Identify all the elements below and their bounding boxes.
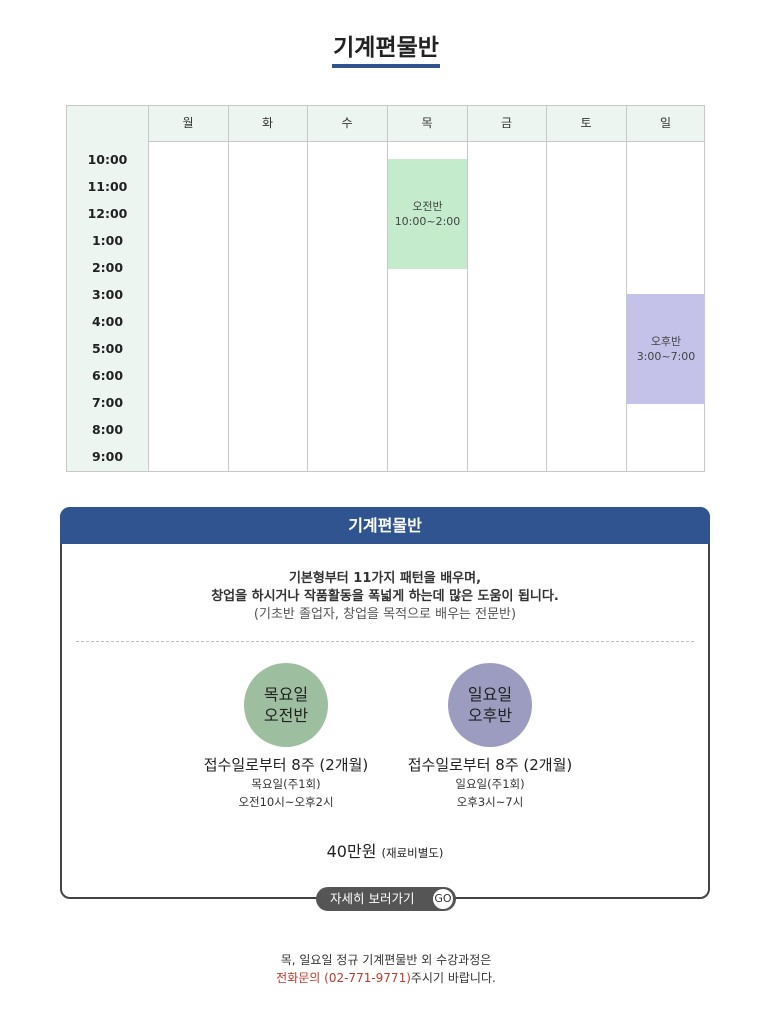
class-time: 10:00~2:00 — [394, 214, 461, 228]
column-line — [626, 106, 627, 471]
class-label: 오후반 — [650, 334, 682, 348]
class-label: 오전반 — [412, 199, 443, 213]
time-label: 12:00 — [87, 206, 128, 221]
time-label: 7:00 — [91, 395, 124, 410]
day-label: 목 — [421, 116, 433, 130]
time-label: 10:00 — [87, 152, 128, 167]
class-block: 오전반 10:00~2:00 — [388, 158, 467, 269]
badge-text: 목요일 — [263, 685, 309, 704]
timetable: 월 화 수 목 금 토 일 10:00 11:00 12:00 1:00 2:00 3:00 4:00 5:… — [66, 105, 705, 472]
column-line — [467, 106, 468, 471]
price: 40만원 — [326, 842, 377, 861]
time-label: 11:00 — [87, 179, 128, 194]
time-label: 6:00 — [91, 368, 124, 383]
price-row: 40만원 (재료비별도) — [60, 838, 710, 862]
description: 창업을 하시거나 작품활동을 폭넓게 하는데 많은 도움이 됩니다. — [211, 589, 559, 604]
duration: 접수일로부터 8주 (2개월) — [203, 756, 369, 774]
time-label: 4:00 — [91, 314, 124, 329]
button-icon: GO — [432, 888, 454, 910]
footer-text: 주시기 바랍니다. — [410, 971, 496, 985]
day-label: 화 — [261, 116, 274, 130]
button-label: 자세히 보러가기 — [330, 891, 415, 906]
time-label: 1:00 — [91, 233, 124, 248]
class-block: 오후반 3:00~7:00 — [627, 293, 705, 404]
time-label: 3:00 — [91, 287, 124, 302]
frequency: 일요일(주1회) — [455, 777, 525, 791]
day-label: 일 — [659, 116, 672, 130]
badge-text: 오후반 — [467, 706, 513, 725]
column-line — [148, 106, 149, 471]
title-underline — [332, 64, 440, 68]
hours: 오전10시~오후2시 — [238, 795, 334, 809]
detail-button[interactable]: 자세히 보러가기 GO — [316, 887, 456, 911]
badge: 목요일 오전반 — [244, 663, 328, 747]
duration: 접수일로부터 8주 (2개월) — [407, 756, 573, 774]
time-column — [67, 141, 148, 471]
day-label: 토 — [580, 116, 592, 130]
page-title: 기계편물반 — [333, 35, 439, 61]
price-note: (재료비별도) — [381, 846, 444, 860]
column-line — [387, 106, 388, 471]
footer-line: 목, 일요일 정규 기계편물반 외 수강과정은 — [280, 953, 492, 967]
header-row — [67, 106, 704, 142]
column-line — [546, 106, 547, 471]
hours: 오후3시~7시 — [456, 795, 524, 809]
day-label: 월 — [182, 116, 194, 130]
column-line — [228, 106, 229, 471]
badge-text: 오전반 — [263, 706, 309, 725]
phone: 전화문의 (02-771-9771) — [276, 971, 411, 985]
day-label: 금 — [500, 116, 513, 130]
badge: 일요일 오후반 — [448, 663, 532, 747]
divider — [76, 641, 694, 642]
description: (기초반 졸업자, 창업을 목적으로 배우는 전문반) — [253, 607, 517, 622]
day-label: 수 — [341, 116, 353, 130]
description: 기본형부터 11가지 패턴을 배우며, — [288, 571, 482, 586]
badge-text: 일요일 — [467, 685, 513, 704]
column-line — [307, 106, 308, 471]
time-label: 8:00 — [91, 422, 124, 437]
time-label: 2:00 — [91, 260, 124, 275]
time-label: 9:00 — [91, 449, 124, 464]
footer-line: 전화문의 (02-771-9771)주시기 바랍니다. — [0, 969, 772, 986]
time-label: 5:00 — [91, 341, 124, 356]
class-time: 3:00~7:00 — [636, 349, 696, 363]
frequency: 목요일(주1회) — [251, 777, 321, 791]
course-title: 기계편물반 — [60, 507, 710, 544]
